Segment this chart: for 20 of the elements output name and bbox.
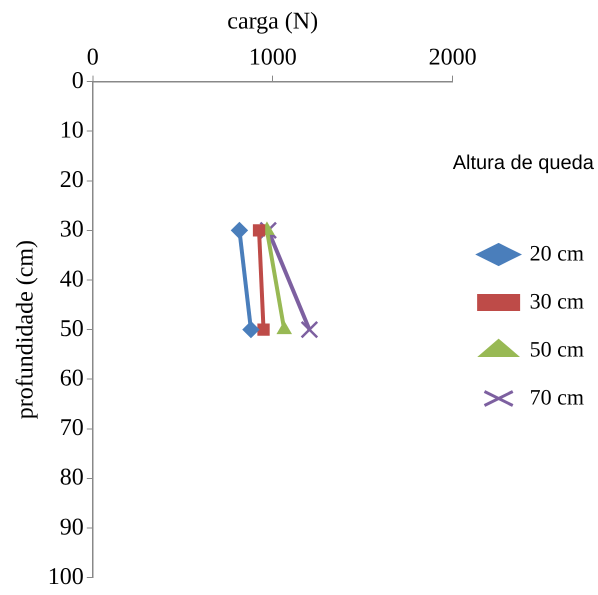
- legend-label: 70 cm: [530, 384, 584, 410]
- y-tick-label: 80: [60, 464, 84, 491]
- legend-label: 30 cm: [530, 288, 584, 314]
- y-tick-label: 60: [60, 365, 84, 392]
- x-tick-label: 1000: [248, 44, 297, 70]
- x-axis-title: carga (N): [227, 8, 318, 35]
- x-tick-label: 2000: [428, 44, 477, 70]
- y-axis-title: profundidade (cm): [12, 240, 39, 420]
- legend-title: Altura de queda: [452, 152, 595, 174]
- y-tick-label: 50: [60, 316, 84, 342]
- y-tick-label: 70: [60, 415, 84, 442]
- y-tick-label: 40: [60, 266, 84, 292]
- y-tick-label: 90: [60, 514, 84, 540]
- y-tick-label: 30: [60, 216, 84, 243]
- y-tick-label: 0: [72, 68, 84, 94]
- legend-label: 50 cm: [530, 336, 584, 362]
- y-tick-label: 10: [60, 117, 84, 144]
- legend-label: 20 cm: [530, 240, 584, 266]
- y-tick-label: 20: [60, 167, 84, 194]
- y-tick-label: 100: [48, 564, 84, 590]
